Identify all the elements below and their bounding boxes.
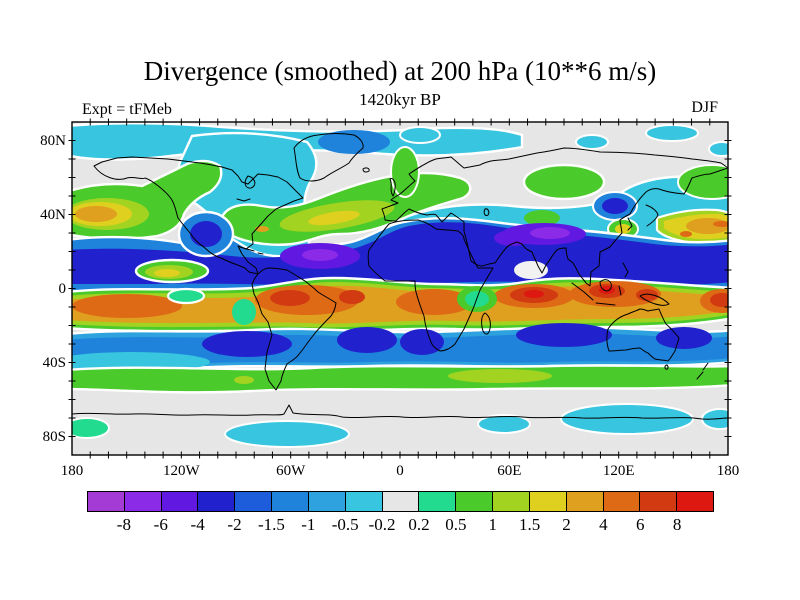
colorbar-cell [345,492,383,511]
colorbar: -8 -6 -4 -2 -1.5 -1 -0.5 -0.2 0.2 0.5 1 1.5 2 4 6 8 [87,491,714,541]
colorbar-label: 4 [599,515,608,534]
colorbar-cell [419,492,457,511]
colorbar-label: -4 [190,515,205,534]
colorbar-cell [566,492,604,511]
lon-axis-label: 120E [602,463,635,479]
lat-axis-label: 40S [42,354,66,371]
colorbar-cell [640,492,678,511]
colorbar-label: -8 [116,515,131,534]
colorbar-label: -6 [153,515,168,534]
colorbar-label: 1 [488,515,497,534]
lat-axis-label: 40N [40,206,66,223]
experiment-label: Expt = tFMeb [82,101,172,118]
colorbar-cell [272,492,309,511]
colorbar-label: -1.5 [257,515,285,534]
lat-axis-label: 0 [58,280,67,297]
colorbar-label: 8 [672,515,682,534]
colorbar-cell [382,492,420,511]
colorbar-cell [677,492,714,511]
lat-axis-label: 80N [40,132,66,149]
lon-axis-label: 180 [716,463,740,479]
contour-field [68,118,732,459]
season-label: DJF [691,99,718,116]
colorbar-cell [603,492,641,511]
colorbar-cell [235,492,273,511]
lat-axis-label: 80S [42,428,66,445]
colorbar-label: -0.5 [331,515,359,534]
colorbar-cell [88,492,125,511]
lon-axis-label: 60W [276,463,306,479]
lon-axis-label: 180 [60,463,84,479]
colorbar-label: -2 [227,515,242,534]
colorbar-cell [493,492,530,511]
colorbar-cell [198,492,236,511]
lon-axis-label: 0 [396,463,404,479]
page-title: Divergence (smoothed) at 200 hPa (10**6 … [143,56,657,86]
time-subtitle: 1420kyr BP [359,90,441,109]
colorbar-cell [308,492,346,511]
colorbar-label: 6 [635,515,645,534]
colorbar-label: -1 [301,515,316,534]
colorbar-label: 0.2 [408,515,430,534]
colorbar-cell [161,492,199,511]
coastlines [72,133,728,420]
colorbar-label: 0.5 [445,515,467,534]
lon-axis-label: 60E [497,463,522,479]
colorbar-cell [456,492,494,511]
colorbar-cell [529,492,567,511]
colorbar-cell [124,492,162,511]
colorbar-label: -0.2 [368,515,396,534]
colorbar-label: 1.5 [518,515,541,534]
lon-axis-label: 120W [162,463,200,479]
colorbar-swatches [87,491,714,512]
colorbar-label: 2 [562,515,571,534]
axis-ticks [68,118,732,459]
